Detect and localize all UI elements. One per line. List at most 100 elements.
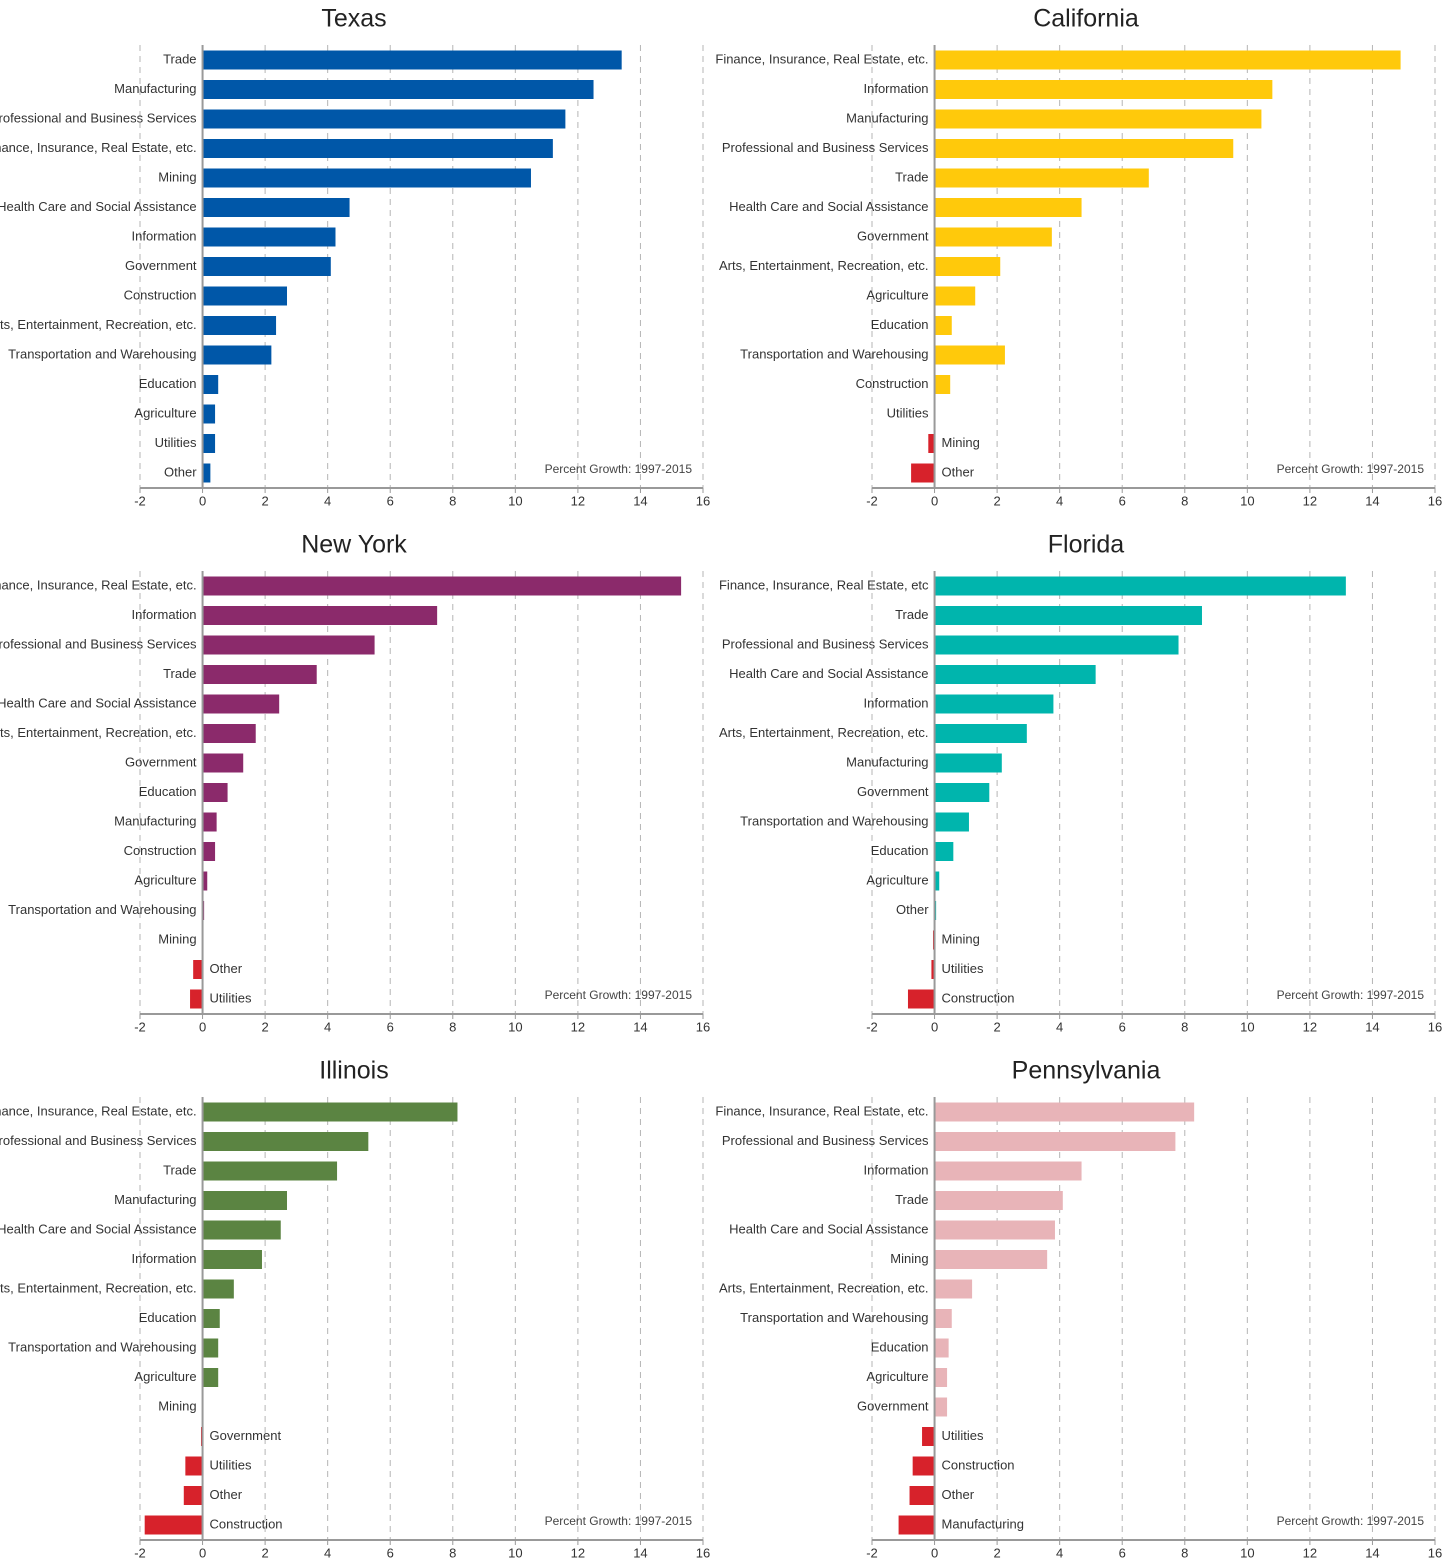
x-tick-label: 4 xyxy=(324,1019,331,1034)
x-tick-label: 16 xyxy=(1428,1019,1442,1034)
bar xyxy=(934,227,1052,247)
category-label: Professional and Business Services xyxy=(0,110,197,125)
category-label: Arts, Entertainment, Recreation, etc. xyxy=(0,725,197,740)
bar xyxy=(907,989,935,1009)
bar xyxy=(202,1250,262,1269)
bar xyxy=(934,1191,1063,1210)
x-tick-label: 6 xyxy=(1119,493,1126,508)
category-label: Other xyxy=(164,464,197,479)
x-tick-label: 10 xyxy=(508,1545,522,1560)
bar xyxy=(202,576,682,596)
category-label: Information xyxy=(864,81,929,96)
category-label: Finance, Insurance, Real Estate, etc. xyxy=(0,1103,197,1118)
x-tick-label: 10 xyxy=(1240,493,1254,508)
bar xyxy=(202,871,208,891)
category-label: Utilities xyxy=(155,435,197,450)
category-label: Manufacturing xyxy=(942,1516,1024,1531)
bar xyxy=(202,1279,234,1299)
bar xyxy=(202,1309,220,1328)
category-label: Health Care and Social Assistance xyxy=(729,1221,928,1236)
category-label: Trade xyxy=(163,666,196,681)
x-tick-label: 14 xyxy=(1365,493,1379,508)
category-label: Professional and Business Services xyxy=(722,636,929,651)
category-label: Agriculture xyxy=(134,872,196,887)
bar xyxy=(190,989,203,1009)
category-label: Professional and Business Services xyxy=(722,1133,929,1148)
category-label: Information xyxy=(132,607,197,622)
category-label: Manufacturing xyxy=(114,81,196,96)
annotation: Percent Growth: 1997-2015 xyxy=(1277,462,1425,476)
bar xyxy=(202,257,331,276)
category-label: Other xyxy=(942,1487,975,1502)
category-label: Construction xyxy=(942,1457,1015,1472)
category-label: Health Care and Social Assistance xyxy=(0,199,197,214)
x-tick-label: 0 xyxy=(931,1545,938,1560)
x-tick-label: 8 xyxy=(449,1019,456,1034)
x-tick-label: 2 xyxy=(993,1545,1000,1560)
category-label: Utilities xyxy=(887,405,929,420)
category-label: Information xyxy=(132,228,197,243)
chart-title: New York xyxy=(301,531,407,559)
category-label: Other xyxy=(896,902,929,917)
x-tick-label: 0 xyxy=(199,1019,206,1034)
category-label: Agriculture xyxy=(134,1369,196,1384)
category-label: Finance, Insurance, Real Estate, etc. xyxy=(0,140,197,155)
bar xyxy=(934,198,1082,217)
category-label: Transportation and Warehousing xyxy=(740,346,928,361)
chart-title: Illinois xyxy=(319,1057,388,1085)
bar xyxy=(202,665,317,684)
category-label: Transportation and Warehousing xyxy=(8,1339,196,1354)
category-label: Education xyxy=(139,784,197,799)
x-tick-label: 14 xyxy=(633,493,647,508)
category-label: Transportation and Warehousing xyxy=(8,346,196,361)
bar xyxy=(934,1250,1048,1269)
x-tick-label: -2 xyxy=(134,493,146,508)
bar xyxy=(934,1309,952,1328)
x-tick-label: -2 xyxy=(866,493,878,508)
category-label: Mining xyxy=(942,931,980,946)
bar xyxy=(202,1191,288,1210)
bar xyxy=(934,694,1054,714)
annotation: Percent Growth: 1997-2015 xyxy=(1277,988,1425,1002)
bar xyxy=(144,1515,203,1535)
bar xyxy=(202,842,216,861)
x-tick-label: 6 xyxy=(387,493,394,508)
category-label: Utilities xyxy=(210,1457,252,1472)
bar xyxy=(934,724,1027,743)
x-tick-label: 16 xyxy=(696,1019,710,1034)
bar xyxy=(202,1102,458,1122)
category-label: Construction xyxy=(210,1516,283,1531)
bar xyxy=(934,1132,1176,1151)
bar xyxy=(928,434,935,453)
bar xyxy=(185,1456,203,1476)
bar xyxy=(202,812,217,832)
bar xyxy=(193,960,203,979)
category-label: Finance, Insurance, Real Estate, etc. xyxy=(715,51,928,66)
category-label: Trade xyxy=(163,51,196,66)
chart-title: California xyxy=(1033,5,1139,33)
bar xyxy=(202,139,553,158)
chart-title: Texas xyxy=(321,5,386,33)
bar xyxy=(912,1456,935,1476)
x-tick-label: 16 xyxy=(1428,493,1442,508)
category-label: Arts, Entertainment, Recreation, etc. xyxy=(719,725,929,740)
bar xyxy=(202,635,375,655)
bar xyxy=(934,753,1002,773)
bar xyxy=(934,1161,1082,1181)
bar xyxy=(202,198,350,217)
category-label: Education xyxy=(871,843,929,858)
x-tick-label: -2 xyxy=(866,1019,878,1034)
bar xyxy=(898,1515,935,1535)
bar xyxy=(934,316,952,335)
bar xyxy=(202,606,438,625)
x-tick-label: 2 xyxy=(993,493,1000,508)
category-label: Manufacturing xyxy=(114,813,196,828)
x-tick-label: 6 xyxy=(387,1019,394,1034)
category-label: Construction xyxy=(124,287,197,302)
category-label: Arts, Entertainment, Recreation, etc. xyxy=(0,317,197,332)
bar xyxy=(911,463,935,483)
category-label: Arts, Entertainment, Recreation, etc. xyxy=(719,1280,929,1295)
category-label: Government xyxy=(125,754,197,769)
category-label: Government xyxy=(125,258,197,273)
